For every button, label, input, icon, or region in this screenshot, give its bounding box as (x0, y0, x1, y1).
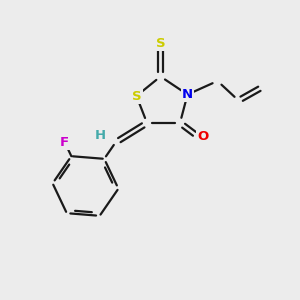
Text: H: H (94, 129, 106, 142)
Text: N: N (182, 88, 193, 101)
Text: S: S (156, 37, 165, 50)
Text: O: O (198, 130, 209, 143)
Text: F: F (60, 136, 69, 148)
Text: S: S (132, 89, 141, 103)
